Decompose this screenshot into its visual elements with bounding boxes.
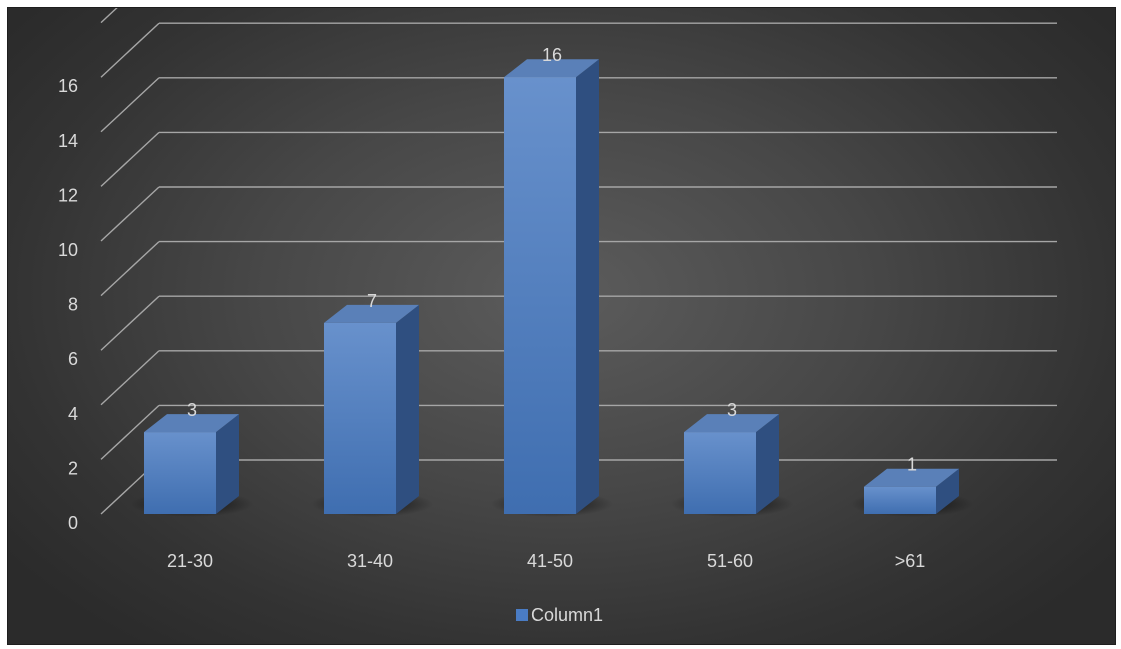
gridline-diagonal [100,77,160,133]
gridline-diagonal [100,350,160,406]
gridline-diagonal [100,131,160,187]
y-tick-label: 2 [68,458,78,478]
x-tick-label: 21-30 [167,551,213,571]
bar-group: 7 [310,291,434,517]
legend-swatch [516,609,528,621]
bar-data-label: 3 [727,400,737,420]
y-axis-tick-labels: 0 2 4 6 8 10 12 14 16 [58,76,78,533]
bars: 3 7 16 3 1 [130,45,974,517]
bar-group: 3 [670,400,794,517]
bar-top [504,59,599,78]
y-tick-label: 6 [68,349,78,369]
bar [324,322,396,514]
bar-top [144,414,239,433]
y-tick-label: 12 [58,185,78,205]
gridline-diagonal [100,295,160,351]
gridline-diagonal [100,241,160,297]
gridline-diagonal [100,186,160,242]
bar-data-label: 16 [542,45,562,65]
gridline-diagonal [100,8,118,24]
bar-side [396,304,419,514]
bar [504,77,576,514]
y-tick-label: 4 [68,404,78,424]
y-tick-label: 0 [68,513,78,533]
legend: Column1 [516,605,603,625]
x-axis-tick-labels: 21-30 31-40 41-50 51-60 >61 [167,551,925,571]
legend-label: Column1 [531,605,603,625]
bar-group: 1 [850,455,974,517]
bar [684,432,756,514]
bar-top [684,414,779,433]
gridline-diagonal [100,404,160,460]
gridline-diagonal [100,22,160,78]
bar-data-label: 7 [367,291,377,311]
bar-side [756,414,779,514]
bar-group: 3 [130,400,254,517]
x-tick-label: 31-40 [347,551,393,571]
y-tick-label: 16 [58,76,78,96]
bar [144,432,216,514]
bar-data-label: 3 [187,400,197,420]
gridlines [100,8,1057,515]
x-tick-label: >61 [895,551,926,571]
bar-side [216,414,239,514]
y-tick-label: 10 [58,240,78,260]
x-tick-label: 51-60 [707,551,753,571]
y-tick-label: 14 [58,131,78,151]
bar-top [864,468,959,487]
bar-top [324,304,419,323]
bar-data-label: 1 [907,455,917,475]
x-tick-label: 41-50 [527,551,573,571]
bar-group: 16 [490,45,614,517]
bar-side [936,468,959,514]
y-tick-label: 8 [68,295,78,315]
bar-side [576,59,599,514]
chart-frame: 0 2 4 6 8 10 12 14 16 3 7 16 3 1 21-30 31-40 41-50 51-6… [7,7,1116,645]
bar [864,486,936,514]
chart-svg: 0 2 4 6 8 10 12 14 16 3 7 16 3 1 21-30 31-40 41-50 51-6… [58,8,1057,625]
